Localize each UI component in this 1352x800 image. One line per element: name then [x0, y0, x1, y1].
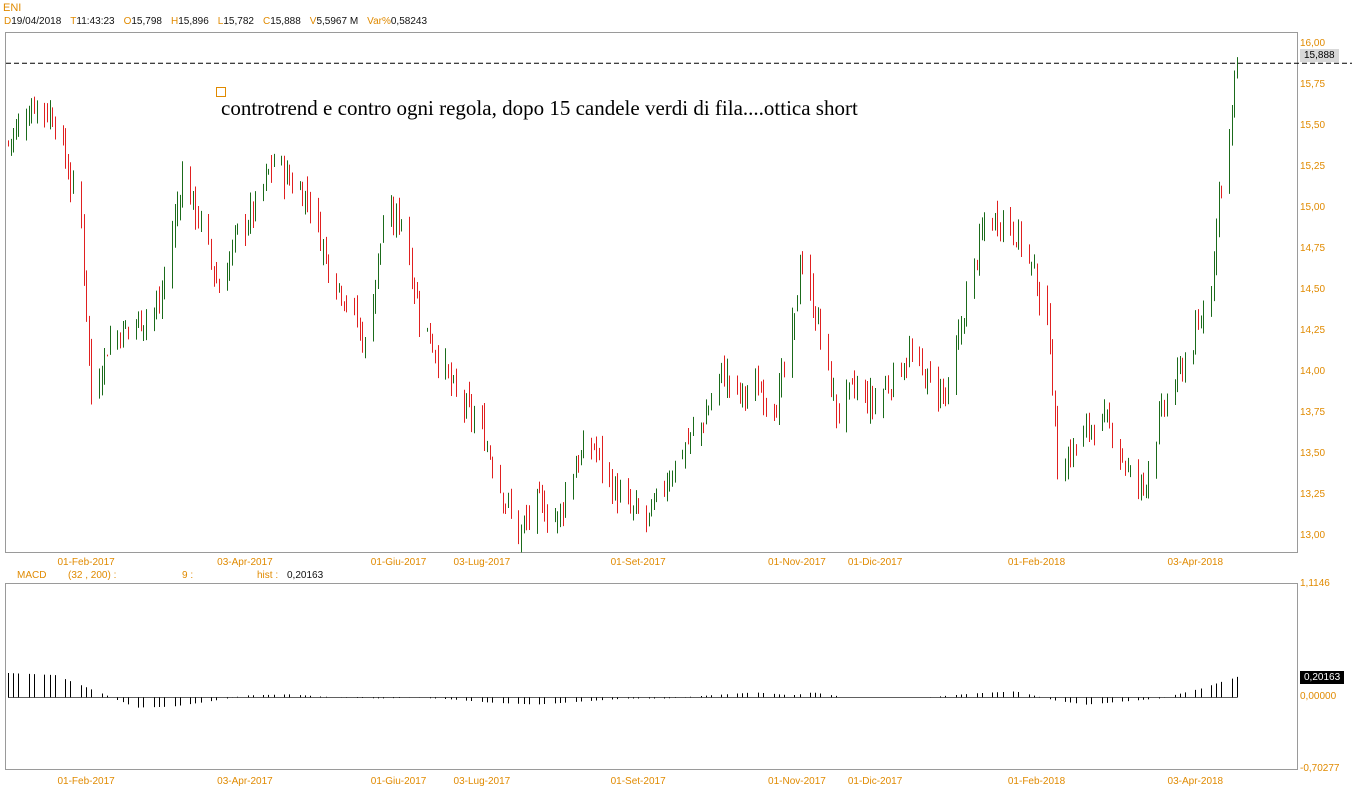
x-tick-label: 01-Feb-2018 — [1007, 557, 1066, 568]
macd-last-value: 0,20163 — [1300, 671, 1345, 684]
quote-value: 11:43:23 — [76, 16, 115, 27]
candles-layer — [8, 57, 1238, 553]
x-tick-label: 03-Apr-2017 — [217, 557, 273, 568]
x-tick-label: 03-Lug-2017 — [453, 776, 511, 787]
quote-key: C — [262, 16, 271, 27]
price-y-tick: 14,25 — [1300, 324, 1326, 336]
x-tick-label: 01-Nov-2017 — [768, 776, 826, 787]
quote-row: D19/04/2018 T11:43:23 O15,798 H15,896 L15,78… — [4, 16, 436, 27]
price-y-tick: 14,75 — [1300, 243, 1326, 255]
price-y-tick: 13,25 — [1300, 488, 1326, 500]
quote-key: D — [4, 16, 12, 27]
quote-key: H — [170, 16, 179, 27]
macd-hist-value: 0,20163 — [287, 570, 324, 581]
price-panel-frame — [5, 32, 1298, 553]
x-tick-label: 01-Feb-2017 — [57, 776, 115, 787]
price-y-tick: 16,00 — [1300, 38, 1326, 50]
quote-key: V — [309, 16, 317, 27]
macd-y-tick: 1,1146 — [1300, 578, 1330, 589]
quote-value: 15,798 — [131, 16, 162, 27]
x-tick-label: 01-Feb-2017 — [57, 557, 115, 568]
x-tick-label: 03-Apr-2017 — [217, 776, 273, 787]
quote-value: 15,888 — [270, 16, 301, 27]
x-tick-label: 01-Giu-2017 — [370, 557, 427, 568]
quote-value: 0,58243 — [390, 16, 428, 27]
chart-annotation: controtrend e contro ogni regola, dopo 1… — [221, 96, 858, 120]
price-y-tick: 15,00 — [1300, 202, 1326, 214]
x-tick-label: 01-Set-2017 — [610, 557, 666, 568]
annotation-marker-icon — [216, 87, 226, 97]
x-tick-label: 01-Dic-2017 — [847, 776, 903, 787]
macd-y-tick: -0,70277 — [1300, 763, 1340, 774]
price-y-tick: 13,50 — [1300, 447, 1326, 459]
quote-value: 5,5967 M — [316, 16, 359, 27]
x-tick-label: 01-Feb-2018 — [1007, 776, 1066, 787]
symbol-title: ENI — [3, 2, 22, 14]
price-y-tick: 14,50 — [1300, 284, 1326, 296]
x-tick-label: 01-Giu-2017 — [370, 776, 427, 787]
quote-key: O — [123, 16, 132, 27]
price-y-tick: 15,25 — [1300, 161, 1326, 173]
price-last-value: 15,888 — [1300, 49, 1339, 62]
quote-value: 15,782 — [223, 16, 254, 27]
macd-params: (32 , 200) : — [68, 570, 117, 581]
quote-key: T — [70, 16, 77, 27]
x-tick-label: 03-Apr-2018 — [1167, 776, 1224, 787]
quote-key: Var% — [367, 16, 391, 27]
x-tick-label: 01-Set-2017 — [610, 776, 666, 787]
price-y-tick: 13,75 — [1300, 406, 1326, 418]
x-tick-label: 01-Nov-2017 — [768, 557, 826, 568]
macd-histogram-layer — [8, 673, 1238, 708]
price-y-tick: 15,50 — [1300, 120, 1326, 132]
price-y-tick: 13,00 — [1300, 529, 1326, 541]
macd-hist-label: hist : — [257, 570, 279, 581]
quote-value: 19/04/2018 — [11, 16, 62, 27]
price-y-tick: 15,75 — [1300, 79, 1326, 91]
x-tick-label: 01-Dic-2017 — [847, 557, 903, 568]
x-tick-label: 03-Apr-2018 — [1167, 557, 1224, 568]
quote-key: L — [217, 16, 224, 27]
macd-panel-frame — [5, 583, 1298, 770]
macd-signal: 9 : — [182, 570, 194, 581]
quote-value: 15,896 — [178, 16, 209, 27]
price-y-tick: 14,00 — [1300, 365, 1326, 377]
macd-y-tick: 0,00000 — [1300, 691, 1337, 703]
macd-label: MACD — [17, 570, 47, 581]
x-tick-label: 03-Lug-2017 — [453, 557, 511, 568]
